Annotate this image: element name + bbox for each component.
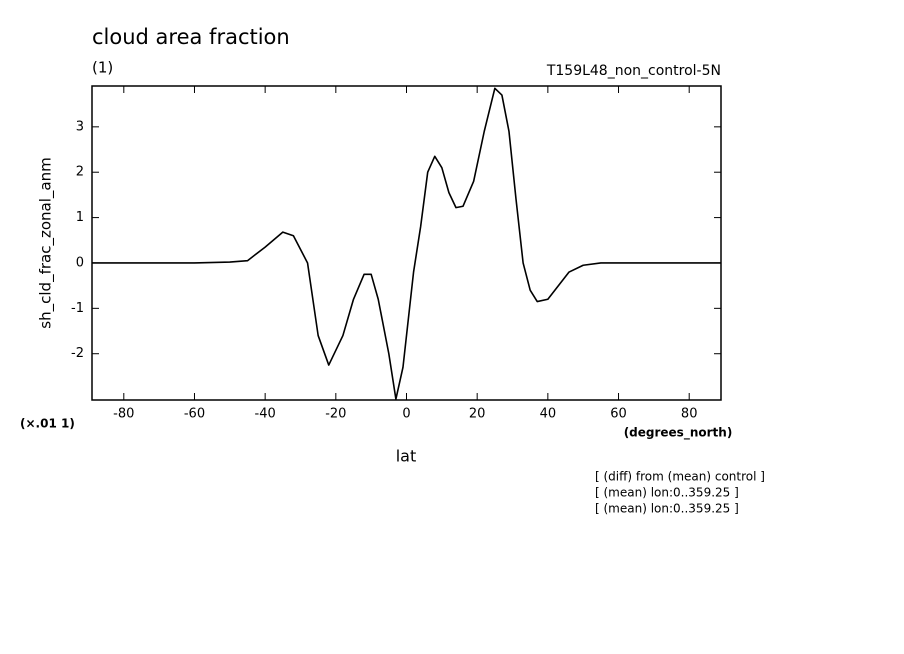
x-tick-label: 0	[402, 407, 410, 422]
chart-title: cloud area fraction	[92, 25, 290, 49]
y-tick-label: 1	[76, 210, 84, 225]
subtitle: (1)	[92, 59, 113, 77]
y-tick-label: -1	[71, 301, 84, 316]
x-tick-label: -20	[325, 407, 346, 422]
x-units: (degrees_north)	[624, 426, 733, 441]
plot-frame	[91, 85, 722, 401]
x-axis-label: lat	[396, 447, 417, 466]
x-tick-label: -60	[184, 407, 205, 422]
x-tick-label: 80	[681, 407, 698, 422]
y-axis-label: sh_cld_frac_zonal_anm	[37, 157, 56, 328]
y-tick-label: -2	[71, 346, 84, 361]
x-tick-label: 60	[610, 407, 627, 422]
note: [ (mean) lon:0..359.25 ]	[595, 502, 739, 516]
note: [ (diff) from (mean) control ]	[595, 470, 765, 484]
x-tick-label: 20	[469, 407, 486, 422]
y-scale-note: (×.01 1)	[20, 417, 75, 431]
data-line	[92, 87, 721, 400]
x-tick-label: -80	[113, 407, 134, 422]
y-tick-label: 2	[76, 165, 84, 180]
run-label: T159L48_non_control-5N	[546, 63, 721, 79]
x-tick-label: 40	[540, 407, 557, 422]
x-tick-label: -40	[255, 407, 276, 422]
note: [ (mean) lon:0..359.25 ]	[595, 486, 739, 500]
y-tick-label: 0	[76, 255, 84, 270]
y-tick-label: 3	[76, 119, 84, 134]
